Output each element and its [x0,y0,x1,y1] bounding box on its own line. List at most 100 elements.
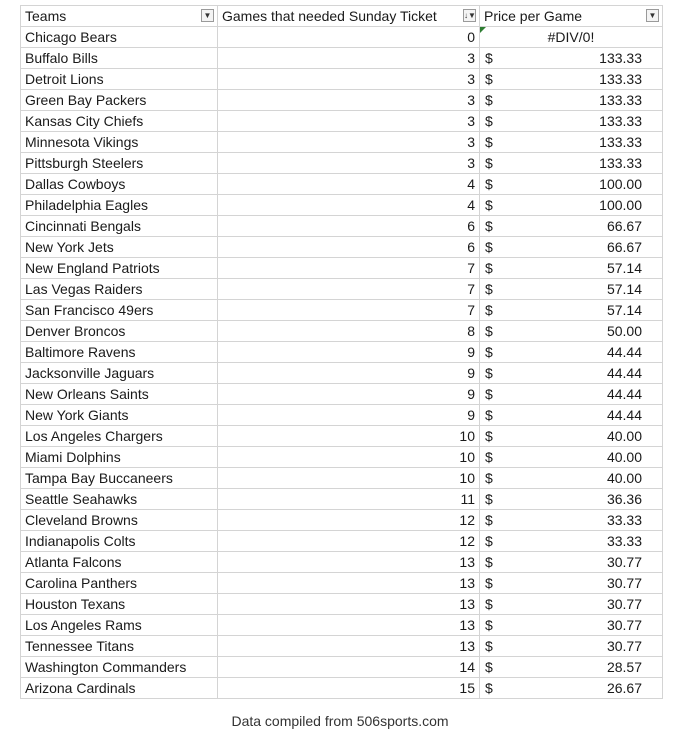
games-cell[interactable]: 8 [217,320,480,342]
games-cell[interactable]: 0 [217,26,480,48]
header-games[interactable]: Games that needed Sunday Ticket ↓▼ [217,5,480,27]
games-cell[interactable]: 15 [217,677,480,699]
price-cell[interactable]: $66.67 [479,236,663,258]
games-cell[interactable]: 13 [217,551,480,573]
games-cell[interactable]: 3 [217,47,480,69]
games-cell[interactable]: 13 [217,572,480,594]
header-price[interactable]: Price per Game ▼ [479,5,663,27]
price-cell[interactable]: $57.14 [479,257,663,279]
price-cell[interactable]: $133.33 [479,110,663,132]
games-cell[interactable]: 7 [217,278,480,300]
team-cell[interactable]: Kansas City Chiefs [20,110,218,132]
games-cell[interactable]: 13 [217,614,480,636]
team-cell[interactable]: Pittsburgh Steelers [20,152,218,174]
price-cell[interactable]: $33.33 [479,530,663,552]
team-cell[interactable]: Dallas Cowboys [20,173,218,195]
price-cell[interactable]: $28.57 [479,656,663,678]
price-cell[interactable]: $40.00 [479,467,663,489]
price-cell[interactable]: $133.33 [479,131,663,153]
team-cell[interactable]: Denver Broncos [20,320,218,342]
team-cell[interactable]: Houston Texans [20,593,218,615]
price-cell[interactable]: $57.14 [479,278,663,300]
header-teams[interactable]: Teams ▼ [20,5,218,27]
team-cell[interactable]: Philadelphia Eagles [20,194,218,216]
team-cell[interactable]: Buffalo Bills [20,47,218,69]
team-cell[interactable]: Carolina Panthers [20,572,218,594]
team-cell[interactable]: Los Angeles Chargers [20,425,218,447]
team-cell[interactable]: Seattle Seahawks [20,488,218,510]
team-cell[interactable]: Jacksonville Jaguars [20,362,218,384]
price-cell[interactable]: $133.33 [479,68,663,90]
games-cell[interactable]: 9 [217,404,480,426]
price-cell[interactable]: $57.14 [479,299,663,321]
team-cell[interactable]: Chicago Bears [20,26,218,48]
price-cell[interactable]: $66.67 [479,215,663,237]
price-cell[interactable]: $100.00 [479,194,663,216]
games-cell[interactable]: 12 [217,530,480,552]
price-cell[interactable]: $30.77 [479,614,663,636]
games-cell[interactable]: 11 [217,488,480,510]
team-cell[interactable]: Detroit Lions [20,68,218,90]
team-cell[interactable]: Tennessee Titans [20,635,218,657]
games-cell[interactable]: 4 [217,194,480,216]
price-cell[interactable]: $44.44 [479,383,663,405]
price-cell[interactable]: $26.67 [479,677,663,699]
team-cell[interactable]: San Francisco 49ers [20,299,218,321]
games-cell[interactable]: 3 [217,68,480,90]
games-cell[interactable]: 14 [217,656,480,678]
team-cell[interactable]: Green Bay Packers [20,89,218,111]
games-cell[interactable]: 7 [217,299,480,321]
games-cell[interactable]: 4 [217,173,480,195]
games-cell[interactable]: 6 [217,215,480,237]
price-cell[interactable]: $44.44 [479,404,663,426]
team-cell[interactable]: Miami Dolphins [20,446,218,468]
team-cell[interactable]: Baltimore Ravens [20,341,218,363]
price-cell[interactable]: $33.33 [479,509,663,531]
games-cell[interactable]: 10 [217,467,480,489]
price-cell[interactable]: $40.00 [479,446,663,468]
price-cell[interactable]: $50.00 [479,320,663,342]
price-cell[interactable]: $30.77 [479,572,663,594]
sort-descending-filter-icon[interactable]: ↓▼ [463,9,476,22]
price-cell[interactable]: $44.44 [479,362,663,384]
price-cell[interactable]: $133.33 [479,89,663,111]
games-cell[interactable]: 12 [217,509,480,531]
price-cell[interactable]: #DIV/0! [479,26,663,48]
team-cell[interactable]: Tampa Bay Buccaneers [20,467,218,489]
games-cell[interactable]: 7 [217,257,480,279]
price-cell[interactable]: $30.77 [479,551,663,573]
team-cell[interactable]: Las Vegas Raiders [20,278,218,300]
filter-dropdown-icon[interactable]: ▼ [646,9,659,22]
games-cell[interactable]: 10 [217,446,480,468]
price-cell[interactable]: $40.00 [479,425,663,447]
games-cell[interactable]: 3 [217,152,480,174]
team-cell[interactable]: New York Jets [20,236,218,258]
filter-dropdown-icon[interactable]: ▼ [201,9,214,22]
team-cell[interactable]: Arizona Cardinals [20,677,218,699]
games-cell[interactable]: 3 [217,89,480,111]
team-cell[interactable]: Cincinnati Bengals [20,215,218,237]
price-cell[interactable]: $100.00 [479,173,663,195]
team-cell[interactable]: New England Patriots [20,257,218,279]
team-cell[interactable]: Los Angeles Rams [20,614,218,636]
price-cell[interactable]: $133.33 [479,47,663,69]
team-cell[interactable]: Atlanta Falcons [20,551,218,573]
games-cell[interactable]: 13 [217,593,480,615]
price-cell[interactable]: $36.36 [479,488,663,510]
games-cell[interactable]: 9 [217,341,480,363]
price-cell[interactable]: $133.33 [479,152,663,174]
games-cell[interactable]: 6 [217,236,480,258]
team-cell[interactable]: Washington Commanders [20,656,218,678]
games-cell[interactable]: 3 [217,110,480,132]
games-cell[interactable]: 9 [217,362,480,384]
price-cell[interactable]: $30.77 [479,635,663,657]
price-cell[interactable]: $30.77 [479,593,663,615]
games-cell[interactable]: 9 [217,383,480,405]
team-cell[interactable]: New York Giants [20,404,218,426]
team-cell[interactable]: Cleveland Browns [20,509,218,531]
price-cell[interactable]: $44.44 [479,341,663,363]
team-cell[interactable]: New Orleans Saints [20,383,218,405]
team-cell[interactable]: Minnesota Vikings [20,131,218,153]
games-cell[interactable]: 10 [217,425,480,447]
games-cell[interactable]: 13 [217,635,480,657]
